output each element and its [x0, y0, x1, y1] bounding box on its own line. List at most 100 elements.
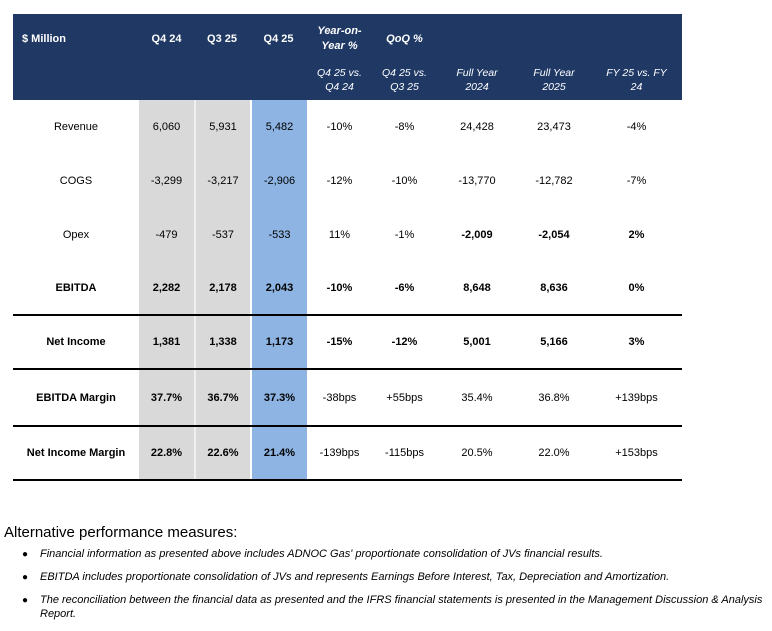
value-cell: 21.4% [250, 427, 307, 479]
subheader-q425-vs-q325-label: Q4 25 vs. Q3 25 [382, 67, 427, 94]
value-cell: -533 [250, 208, 307, 262]
table-row: COGS -3,299 -3,217 -2,906 -12% -10% -13,770 -12… [13, 154, 682, 208]
footnote-text: EBITDA includes proportionate consolidat… [40, 571, 670, 583]
value-cell: 5,482 [250, 100, 307, 154]
value-cell: -10% [326, 121, 353, 133]
row-label: EBITDA [55, 282, 97, 294]
value-cell: 2,178 [194, 262, 250, 314]
header-qoq: QoQ % [372, 14, 437, 64]
value-cell: -2,009 [461, 229, 493, 241]
row-label: Opex [62, 229, 90, 241]
value-cell: -6% [394, 282, 415, 294]
header-year-on-year: Year-on-Year % [307, 14, 372, 64]
financial-table: $ Million Q4 24 Q3 25 Q4 25 Year-on-Year… [13, 14, 682, 481]
value-cell: 36.8% [538, 391, 570, 404]
table-row: EBITDA 2,282 2,178 2,043 -10% -6% 8,648 8,636 0% [13, 262, 682, 316]
value-cell: -12% [391, 336, 418, 348]
value-cell: 6,060 [139, 100, 194, 154]
table-row: EBITDA Margin 37.7% 36.7% 37.3% -38bps +55bps… [13, 370, 682, 427]
header-q3-25: Q3 25 [207, 32, 237, 45]
footnote-text: Financial information as presented above… [40, 548, 603, 560]
footnote-item: ● EBITDA includes proportionate consolida… [4, 571, 768, 585]
value-cell: 22.0% [538, 447, 570, 459]
row-label: Revenue [53, 121, 99, 133]
table-row: Opex -479 -537 -533 11% -1% -2,009 -2,054 2% [13, 208, 682, 262]
value-cell: -4% [626, 121, 647, 133]
value-cell: 8,648 [463, 282, 491, 294]
subheader-q425-vs-q424-label: Q4 25 vs. Q4 24 [317, 67, 362, 94]
value-cell: -8% [394, 121, 415, 133]
value-cell: 1,381 [139, 316, 194, 368]
value-cell: 2,282 [139, 262, 194, 314]
subheader-fy25-vs-fy24: FY 25 vs. FY 24 [591, 64, 682, 100]
table-body: Revenue 6,060 5,931 5,482 -10% -8% 24,428 23,47… [13, 100, 682, 481]
value-cell: -38bps [322, 391, 357, 404]
page: { "colors": { "header_bg": "#1F3864", "h… [4, 14, 763, 620]
header-qoq-label: QoQ % [386, 32, 423, 45]
header-q4-25: Q4 25 [263, 32, 294, 45]
value-cell: 11% [328, 229, 351, 241]
value-cell: 22.6% [194, 427, 250, 479]
value-cell: 36.7% [194, 370, 250, 425]
value-cell: -2,906 [250, 154, 307, 208]
value-cell: 37.3% [250, 370, 307, 425]
value-cell: -10% [326, 282, 353, 294]
footnotes-section: Alternative performance measures: ● Finan… [4, 524, 768, 631]
header-year-on-year-label: Year-on-Year % [317, 25, 362, 52]
value-cell: -2,054 [538, 229, 570, 241]
value-cell: 24,428 [460, 121, 494, 133]
value-cell: +139bps [615, 391, 658, 404]
table-row: Revenue 6,060 5,931 5,482 -10% -8% 24,428 23,47… [13, 100, 682, 154]
subheader-q425-vs-q424: Q4 25 vs. Q4 24 [307, 64, 372, 100]
value-cell: 37.7% [139, 370, 194, 425]
value-cell: -3,217 [194, 154, 250, 208]
subheader-full-year-2025: Full Year 2025 [517, 64, 591, 100]
value-cell: -537 [194, 208, 250, 262]
value-cell: 35.4% [461, 391, 493, 404]
value-cell: 22.8% [139, 427, 194, 479]
table-row: Net Income 1,381 1,338 1,173 -15% -12% 5,001 5,… [13, 316, 682, 370]
value-cell: +153bps [615, 447, 658, 459]
value-cell: -15% [326, 336, 353, 348]
bullet-icon: ● [22, 549, 29, 560]
footnotes-list: ● Financial information as presented abov… [4, 548, 768, 622]
value-cell: 0% [628, 282, 645, 294]
value-cell: 2,043 [250, 262, 307, 314]
value-cell: 5,166 [540, 336, 568, 348]
bullet-icon: ● [22, 572, 29, 583]
subheader-full-year-2024-label: Full Year 2024 [456, 67, 498, 94]
header-q4-24: Q4 24 [151, 32, 182, 45]
value-cell: -13,770 [458, 175, 496, 187]
subheader-fy25-vs-fy24-label: FY 25 vs. FY 24 [606, 67, 667, 94]
value-cell: 1,338 [194, 316, 250, 368]
footnotes-title: Alternative performance measures: [4, 524, 238, 541]
value-cell: 5,931 [194, 100, 250, 154]
value-cell: -10% [391, 175, 418, 187]
value-cell: +55bps [386, 391, 423, 404]
bullet-icon: ● [22, 595, 29, 606]
footnote-item: ● Financial information as presented abov… [4, 548, 768, 562]
table-header: $ Million Q4 24 Q3 25 Q4 25 Year-on-Year… [13, 14, 682, 100]
value-cell: -479 [139, 208, 194, 262]
value-cell: 20.5% [461, 447, 493, 459]
value-cell: 1,173 [250, 316, 307, 368]
value-cell: 8,636 [540, 282, 568, 294]
subheader-full-year-2025-label: Full Year 2025 [533, 67, 575, 94]
value-cell: -139bps [319, 447, 360, 459]
row-label: COGS [59, 175, 93, 187]
table-row: Net Income Margin 22.8% 22.6% 21.4% -139bps -… [13, 427, 682, 481]
value-cell: -12,782 [535, 175, 573, 187]
value-cell: 2% [628, 229, 645, 241]
value-cell: -1% [394, 229, 415, 241]
value-cell: -12% [326, 175, 353, 187]
footnote-item: ● The reconciliation between the financia… [4, 594, 768, 622]
footnote-text: The reconciliation between the financial… [40, 594, 763, 620]
value-cell: 23,473 [537, 121, 571, 133]
row-label: EBITDA Margin [36, 391, 116, 404]
row-label: Net Income Margin [26, 447, 126, 459]
value-cell: -7% [626, 175, 647, 187]
value-cell: 3% [628, 336, 645, 348]
value-cell: 5,001 [463, 336, 491, 348]
value-cell: -3,299 [139, 154, 194, 208]
subheader-q425-vs-q325: Q4 25 vs. Q3 25 [372, 64, 437, 100]
